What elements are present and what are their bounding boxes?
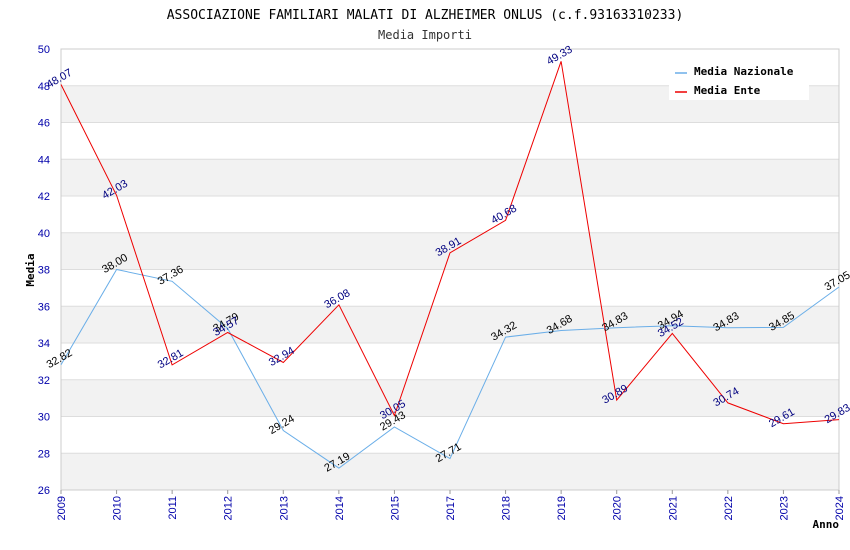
data-label-media-ente: 32.94 [267, 345, 297, 369]
grid-band [61, 379, 839, 417]
legend-label-media-ente: Media Ente [694, 84, 761, 97]
y-tick-label: 32 [38, 375, 50, 387]
y-tick-label: 30 [38, 412, 50, 424]
x-tick-label: 2023 [778, 496, 790, 520]
legend: Media Nazionale Media Ente [669, 60, 809, 100]
grid-band [61, 306, 839, 343]
y-tick-label: 34 [38, 338, 50, 350]
y-axis-label: Media [24, 253, 37, 286]
y-tick-label: 28 [38, 448, 50, 460]
grid-band [61, 453, 839, 490]
y-tick-label: 38 [38, 265, 50, 277]
data-label-media-ente: 40.68 [489, 203, 519, 227]
y-tick-label: 44 [38, 154, 50, 166]
chart-title: ASSOCIAZIONE FAMILIARI MALATI DI ALZHEIM… [167, 8, 684, 23]
chart-subtitle: Media Importi [378, 28, 472, 42]
y-axis: 26 28 30 32 34 36 38 40 42 44 46 48 50 [38, 44, 50, 497]
y-tick-label: 26 [38, 485, 50, 497]
x-tick-label: 2019 [556, 496, 568, 520]
x-tick-label: 2009 [56, 496, 68, 520]
data-label-media-ente: 32.81 [156, 347, 186, 371]
x-tick-label: 2021 [667, 496, 679, 520]
x-tick-label: 2011 [167, 496, 179, 520]
y-tick-label: 40 [38, 228, 50, 240]
grid-band [61, 232, 839, 270]
x-axis: 2009 2010 2011 2012 2013 2014 2015 2017 2018 2019… [56, 490, 846, 520]
grid-lines [61, 48, 839, 491]
y-tick-label: 50 [38, 44, 50, 56]
x-tick-label: 2010 [112, 496, 124, 520]
series-lines [60, 61, 840, 469]
legend-box [669, 60, 809, 100]
grid-band [61, 159, 839, 196]
y-tick-label: 46 [38, 118, 50, 130]
x-tick-label: 2013 [278, 496, 290, 520]
x-tick-label: 2012 [223, 496, 235, 520]
x-tick-label: 2017 [445, 496, 457, 520]
x-tick-label: 2015 [389, 496, 401, 520]
plot-bands [61, 85, 839, 490]
y-tick-label: 42 [38, 191, 50, 203]
x-tick-label: 2018 [501, 496, 513, 520]
x-axis-label: Anno [813, 518, 840, 531]
x-tick-label: 2022 [723, 496, 735, 520]
y-tick-label: 48 [38, 81, 50, 93]
data-label-media-nazionale: 32.82 [45, 347, 75, 371]
series-line-media-ente [60, 61, 840, 425]
series-line-media-nazionale [60, 268, 840, 469]
x-tick-label: 2024 [834, 496, 846, 520]
x-tick-label: 2020 [612, 496, 624, 520]
x-tick-label: 2014 [334, 496, 346, 520]
legend-label-media-nazionale: Media Nazionale [694, 65, 794, 78]
data-label-media-nazionale: 37.05 [823, 269, 850, 293]
y-tick-label: 36 [38, 301, 50, 313]
